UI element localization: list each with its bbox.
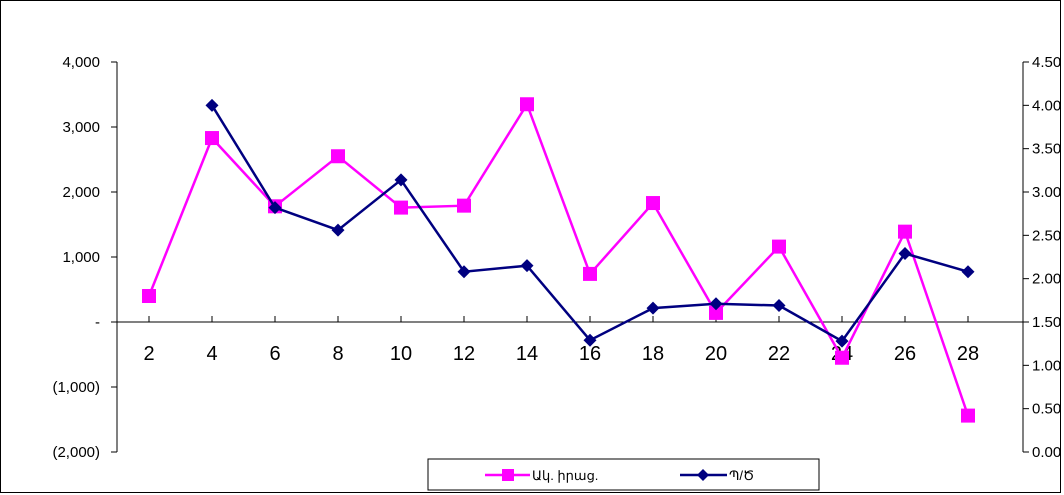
right-tick-label: 2.00 [1032, 271, 1061, 288]
data-point [961, 408, 975, 423]
legend-marker-series-2 [697, 469, 709, 481]
series-line [147, 101, 970, 417]
x-tick-label: 4 [206, 343, 217, 365]
right-tick-label: 3.50 [1032, 141, 1061, 158]
legend-item-series-1: Ակ. իրաց. [485, 468, 598, 483]
right-tick-label: 4.00 [1032, 97, 1061, 114]
x-tick-label: 16 [579, 343, 601, 365]
right-tick-label: 0.00 [1032, 444, 1061, 461]
data-point [709, 305, 723, 320]
data-point [835, 334, 849, 348]
data-point [268, 201, 282, 215]
x-tick-label: 22 [768, 343, 790, 365]
data-point [520, 259, 534, 273]
right-tick-label: 0.50 [1032, 401, 1061, 418]
right-tick-label: 2.50 [1032, 227, 1061, 244]
data-point [457, 198, 471, 213]
left-tick-label: (2,000) [52, 444, 100, 461]
data-point [583, 266, 597, 281]
data-point [709, 297, 723, 311]
series-layer [142, 97, 975, 423]
x-tick-label: 12 [453, 343, 475, 365]
x-tick-label: 14 [516, 343, 538, 365]
x-tick-label: 8 [332, 343, 343, 365]
legend: Ակ. իրաց. Պ/Ծ [427, 458, 820, 491]
data-point [583, 333, 597, 347]
data-point [898, 247, 912, 261]
series-2 [205, 98, 975, 348]
left-tick-label: 4,000 [62, 54, 100, 71]
left-tick-label: 2,000 [62, 184, 100, 201]
data-point [646, 301, 660, 315]
x-tick-label: 18 [642, 343, 664, 365]
data-point [646, 196, 660, 211]
data-point [331, 223, 345, 237]
right-axis-ticks: 4.50 4.00 3.50 3.00 2.50 2.00 1.50 1.00 0.50 0.00 [1023, 54, 1061, 461]
data-point [394, 200, 408, 215]
data-point [961, 265, 975, 279]
data-point [898, 224, 912, 239]
left-tick-label: 1,000 [62, 249, 100, 266]
legend-label-series-2: Պ/Ծ [729, 468, 754, 483]
x-tick-label: 10 [390, 343, 412, 365]
legend-item-series-2: Պ/Ծ [680, 468, 754, 483]
left-tick-label: - [95, 314, 100, 331]
data-point [520, 97, 534, 112]
x-tick-label: 6 [269, 343, 280, 365]
left-tick-label: (1,000) [52, 379, 100, 396]
data-point [142, 289, 156, 303]
legend-label-series-1: Ակ. իրաց. [532, 468, 598, 483]
right-tick-label: 1.50 [1032, 314, 1061, 331]
data-point [331, 149, 345, 164]
left-tick-label: 3,000 [62, 119, 100, 136]
data-point [772, 299, 786, 313]
data-point [205, 131, 219, 146]
left-axis-ticks: 4,000 3,000 2,000 1,000 - (1,000) (2,000) [52, 54, 117, 461]
data-point [772, 239, 786, 254]
right-tick-label: 4.50 [1032, 54, 1061, 71]
data-point [457, 265, 471, 279]
data-point [394, 173, 408, 187]
data-point [835, 350, 849, 365]
x-tick-label: 26 [894, 343, 916, 365]
x-tick-label: 2 [143, 343, 154, 365]
legend-marker-series-1 [502, 469, 514, 481]
data-point [205, 98, 219, 112]
right-tick-label: 3.00 [1032, 184, 1061, 201]
x-tick-label: 20 [705, 343, 727, 365]
x-tick-label: 28 [957, 343, 979, 365]
right-tick-label: 1.00 [1032, 357, 1061, 374]
